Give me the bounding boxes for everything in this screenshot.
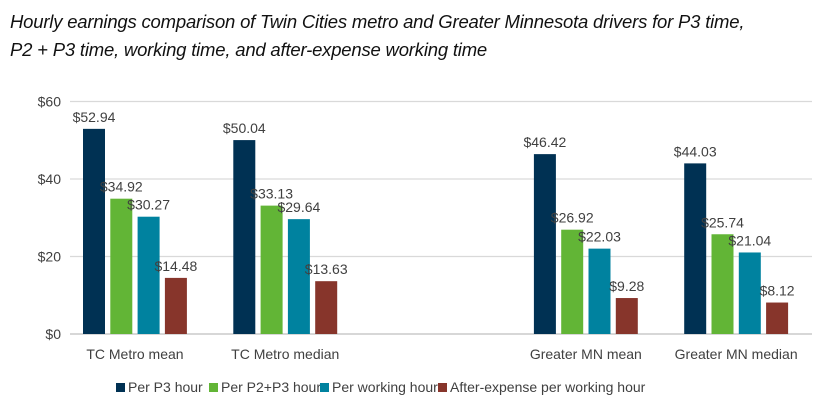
bar bbox=[711, 234, 734, 334]
legend-label: Per P3 hour bbox=[128, 379, 203, 395]
bar bbox=[287, 219, 310, 334]
bar bbox=[110, 198, 133, 334]
data-label: $44.03 bbox=[674, 143, 717, 159]
data-label: $34.92 bbox=[100, 179, 143, 195]
bar bbox=[615, 298, 638, 334]
bar bbox=[684, 163, 707, 334]
x-tick-label: Greater MN mean bbox=[530, 346, 642, 362]
data-label: $22.03 bbox=[578, 229, 621, 245]
x-tick-label: TC Metro mean bbox=[86, 346, 183, 362]
y-tick-label: $60 bbox=[38, 94, 62, 110]
bar bbox=[766, 302, 789, 334]
bar bbox=[533, 154, 556, 334]
data-label: $8.12 bbox=[760, 283, 795, 299]
data-label: $13.63 bbox=[305, 261, 348, 277]
legend-label: Per working hour bbox=[332, 379, 438, 395]
y-tick-label: $40 bbox=[38, 171, 62, 187]
data-label: $21.04 bbox=[728, 232, 771, 248]
bar bbox=[260, 205, 283, 334]
bar bbox=[233, 140, 256, 334]
y-tick-label: $0 bbox=[45, 326, 61, 342]
legend-label: After-expense per working hour bbox=[450, 379, 646, 395]
chart-title-line-1: Hourly earnings comparison of Twin Citie… bbox=[10, 11, 745, 32]
legend-swatch bbox=[209, 383, 218, 392]
x-tick-label: Greater MN median bbox=[675, 346, 798, 362]
y-tick-label: $20 bbox=[38, 249, 62, 265]
bar bbox=[588, 248, 611, 334]
data-label: $29.64 bbox=[277, 199, 320, 215]
data-label: $25.74 bbox=[701, 214, 744, 230]
data-label: $9.28 bbox=[609, 278, 644, 294]
data-label: $30.27 bbox=[127, 197, 170, 213]
data-label: $33.13 bbox=[250, 186, 293, 202]
data-label: $50.04 bbox=[223, 120, 266, 136]
bar bbox=[315, 281, 338, 334]
bar bbox=[83, 128, 105, 334]
bar bbox=[164, 277, 187, 334]
chart-title-line-2: P2 + P3 time, working time, and after-ex… bbox=[10, 39, 487, 60]
chart-title: Hourly earnings comparison of Twin Citie… bbox=[10, 8, 825, 64]
data-label: $46.42 bbox=[523, 134, 566, 150]
bar bbox=[137, 216, 160, 334]
data-label: $26.92 bbox=[551, 210, 594, 226]
legend-swatch bbox=[116, 383, 125, 392]
legend-label: Per P2+P3 hour bbox=[221, 379, 321, 395]
x-tick-label: TC Metro median bbox=[231, 346, 339, 362]
legend-swatch bbox=[438, 383, 447, 392]
bar bbox=[738, 252, 761, 334]
bar bbox=[561, 229, 584, 334]
legend-swatch bbox=[320, 383, 329, 392]
data-label: $52.94 bbox=[73, 109, 116, 125]
data-label: $14.48 bbox=[154, 258, 197, 274]
